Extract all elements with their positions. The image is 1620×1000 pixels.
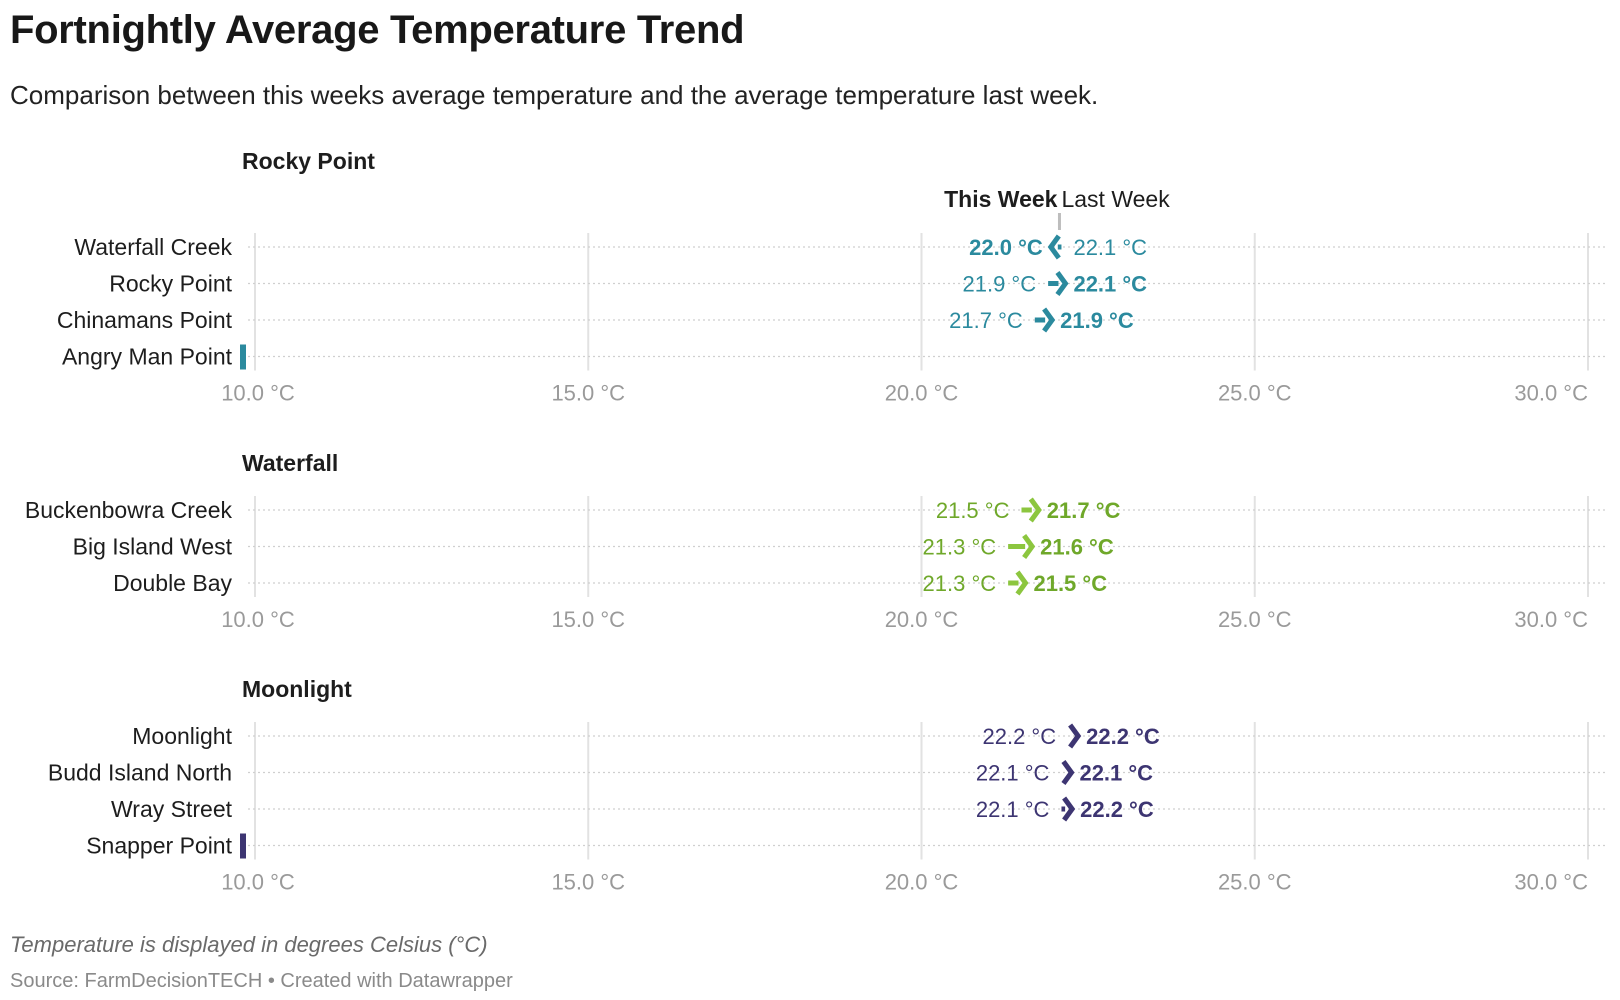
this-week-value: 22.1 °C [1079, 761, 1153, 786]
arrow-head [1061, 760, 1075, 785]
chart-subtitle: Comparison between this weeks average te… [10, 80, 1099, 110]
tick-label: 30.0 °C [1514, 607, 1588, 632]
empty-marker [240, 833, 246, 859]
row-label: Snapper Point [86, 833, 232, 859]
empty-marker [240, 344, 246, 370]
legend-last-week: Last Week [1061, 186, 1170, 212]
arrow-head [1028, 497, 1042, 523]
last-week-value: 21.3 °C [923, 571, 997, 596]
row-label: Moonlight [132, 723, 232, 749]
arrow-head [1055, 271, 1069, 296]
this-week-value: 21.6 °C [1040, 535, 1114, 560]
tick-label: 10.0 °C [221, 607, 295, 632]
tick-label: 20.0 °C [885, 607, 959, 632]
source-credit: Source: FarmDecisionTECH • Created with … [10, 970, 513, 992]
row-label: Wray Street [111, 796, 233, 822]
tick-label: 25.0 °C [1218, 607, 1292, 632]
chart-title: Fortnightly Average Temperature Trend [10, 8, 745, 52]
arrow-chart: Rocky Point 10.0 °C 15.0 °C 20.0 °C 25.0 °C 3… [25, 148, 1606, 895]
row-label: Rocky Point [109, 271, 232, 297]
arrow-head [1068, 723, 1082, 749]
row-label: Buckenbowra Creek [25, 497, 233, 523]
last-week-value: 21.3 °C [923, 535, 997, 560]
group-title: Waterfall [242, 450, 338, 476]
tick-label: 15.0 °C [551, 870, 625, 895]
row-label: Double Bay [113, 570, 232, 596]
row-label: Big Island West [73, 534, 233, 560]
last-week-value: 22.1 °C [1073, 235, 1147, 260]
tick-label: 30.0 °C [1514, 870, 1588, 895]
arrow-head [1042, 307, 1056, 333]
row-label: Chinamans Point [57, 307, 233, 333]
arrow-head [1062, 796, 1076, 822]
this-week-value: 22.0 °C [969, 235, 1043, 260]
tick-label: 30.0 °C [1514, 381, 1588, 406]
last-week-value: 22.2 °C [983, 724, 1057, 749]
tick-label: 20.0 °C [885, 381, 959, 406]
last-week-value: 22.1 °C [976, 797, 1050, 822]
this-week-value: 21.9 °C [1060, 308, 1134, 333]
legend-this-week: This Week [944, 186, 1058, 212]
tick-label: 25.0 °C [1218, 870, 1292, 895]
this-week-value: 22.2 °C [1086, 724, 1160, 749]
row-label: Waterfall Creek [74, 234, 232, 260]
arrow-head [1022, 534, 1036, 559]
arrow-head [1015, 570, 1029, 596]
last-week-value: 21.7 °C [949, 308, 1023, 333]
this-week-value: 21.5 °C [1033, 571, 1107, 596]
tick-label: 15.0 °C [551, 607, 625, 632]
last-week-value: 21.5 °C [936, 498, 1010, 523]
arrow-head [1047, 234, 1061, 260]
group-title: Moonlight [242, 676, 352, 702]
tick-label: 10.0 °C [221, 870, 295, 895]
footer-note: Temperature is displayed in degrees Cels… [10, 932, 488, 957]
tick-label: 10.0 °C [221, 381, 295, 406]
row-label: Budd Island North [48, 760, 232, 786]
last-week-value: 21.9 °C [963, 272, 1037, 297]
group-title: Rocky Point [242, 148, 375, 174]
this-week-value: 21.7 °C [1047, 498, 1121, 523]
row-label: Angry Man Point [62, 344, 233, 370]
this-week-value: 22.2 °C [1080, 797, 1154, 822]
tick-label: 20.0 °C [885, 870, 959, 895]
tick-label: 15.0 °C [551, 381, 625, 406]
tick-label: 25.0 °C [1218, 381, 1292, 406]
this-week-value: 22.1 °C [1073, 272, 1147, 297]
last-week-value: 22.1 °C [976, 761, 1050, 786]
